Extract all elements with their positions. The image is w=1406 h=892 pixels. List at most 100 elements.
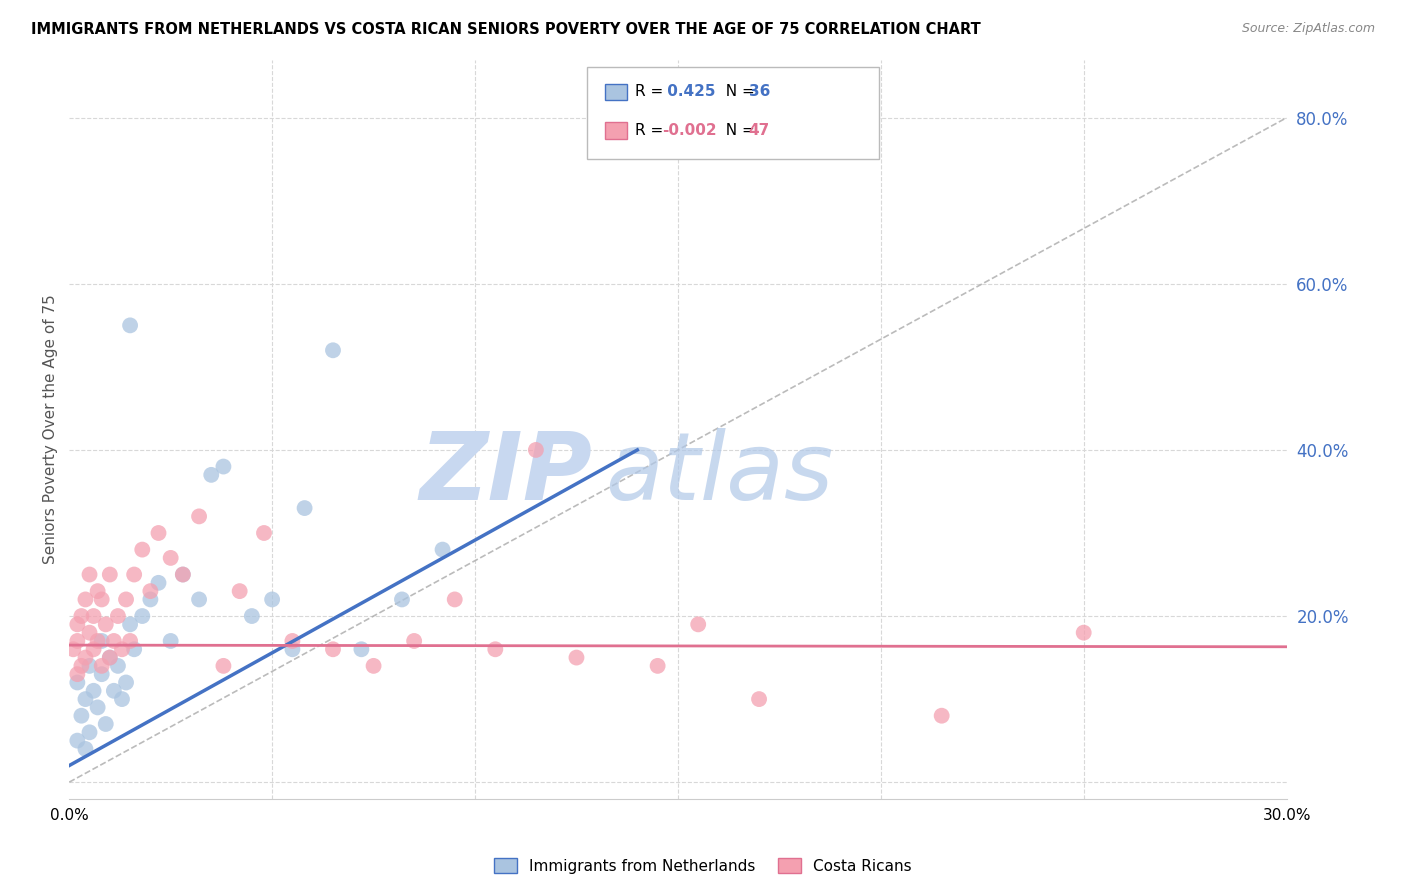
Point	[484, 642, 506, 657]
Point	[172, 567, 194, 582]
Point	[212, 459, 235, 474]
Point	[70, 658, 93, 673]
Point	[107, 609, 129, 624]
Text: 0.425: 0.425	[662, 84, 716, 99]
Point	[122, 567, 145, 582]
Point	[281, 634, 304, 648]
Point	[404, 634, 426, 648]
Text: 47: 47	[748, 123, 769, 138]
Point	[432, 542, 454, 557]
FancyBboxPatch shape	[605, 122, 627, 138]
Text: Source: ZipAtlas.com: Source: ZipAtlas.com	[1241, 22, 1375, 36]
Y-axis label: Seniors Poverty Over the Age of 75: Seniors Poverty Over the Age of 75	[44, 294, 58, 564]
Text: IMMIGRANTS FROM NETHERLANDS VS COSTA RICAN SENIORS POVERTY OVER THE AGE OF 75 CO: IMMIGRANTS FROM NETHERLANDS VS COSTA RIC…	[31, 22, 980, 37]
Point	[86, 584, 108, 599]
Point	[90, 634, 112, 648]
Point	[120, 318, 142, 333]
Point	[83, 683, 105, 698]
Point	[139, 584, 162, 599]
Point	[111, 692, 134, 706]
Point	[86, 700, 108, 714]
Point	[98, 650, 121, 665]
Point	[228, 584, 250, 599]
Point	[294, 501, 316, 516]
Point	[748, 692, 770, 706]
Point	[139, 592, 162, 607]
FancyBboxPatch shape	[586, 67, 879, 160]
Point	[83, 642, 105, 657]
Point	[122, 642, 145, 657]
Point	[98, 567, 121, 582]
Point	[443, 592, 465, 607]
Point	[322, 642, 344, 657]
Point	[188, 509, 211, 524]
Point	[90, 667, 112, 681]
Point	[86, 634, 108, 648]
Point	[70, 708, 93, 723]
Point	[66, 675, 89, 690]
Point	[83, 609, 105, 624]
Point	[240, 609, 263, 624]
Point	[120, 634, 142, 648]
Point	[363, 658, 385, 673]
Text: R =: R =	[636, 123, 668, 138]
Point	[70, 609, 93, 624]
Point	[90, 592, 112, 607]
Text: -0.002: -0.002	[662, 123, 717, 138]
Point	[391, 592, 413, 607]
Point	[90, 658, 112, 673]
Point	[79, 567, 101, 582]
Text: ZIP: ZIP	[420, 427, 593, 519]
Point	[79, 625, 101, 640]
Point	[79, 725, 101, 739]
Point	[75, 592, 97, 607]
Point	[188, 592, 211, 607]
Text: 36: 36	[748, 84, 770, 99]
Point	[66, 634, 89, 648]
Text: R =: R =	[636, 84, 668, 99]
Point	[647, 658, 669, 673]
Text: atlas: atlas	[605, 428, 834, 519]
Point	[94, 717, 117, 731]
Legend: Immigrants from Netherlands, Costa Ricans: Immigrants from Netherlands, Costa Rican…	[488, 852, 918, 880]
Point	[131, 609, 153, 624]
Point	[103, 634, 125, 648]
Point	[111, 642, 134, 657]
Point	[79, 658, 101, 673]
Point	[66, 733, 89, 747]
Point	[115, 592, 138, 607]
Point	[253, 526, 276, 541]
Point	[322, 343, 344, 358]
Point	[148, 526, 170, 541]
Point	[565, 650, 588, 665]
Point	[131, 542, 153, 557]
Point	[524, 442, 547, 457]
Point	[66, 667, 89, 681]
Point	[281, 642, 304, 657]
Point	[1073, 625, 1095, 640]
Point	[200, 467, 222, 482]
Point	[103, 683, 125, 698]
Text: N =: N =	[716, 123, 759, 138]
Point	[120, 617, 142, 632]
Point	[66, 617, 89, 632]
Point	[262, 592, 284, 607]
Point	[98, 650, 121, 665]
Point	[159, 550, 181, 565]
Point	[350, 642, 373, 657]
Text: N =: N =	[716, 84, 759, 99]
Point	[212, 658, 235, 673]
FancyBboxPatch shape	[605, 84, 627, 100]
Point	[62, 642, 84, 657]
Point	[148, 575, 170, 590]
Point	[159, 634, 181, 648]
Point	[931, 708, 953, 723]
Point	[94, 617, 117, 632]
Point	[75, 650, 97, 665]
Point	[172, 567, 194, 582]
Point	[75, 742, 97, 756]
Point	[688, 617, 710, 632]
Point	[107, 658, 129, 673]
Point	[115, 675, 138, 690]
Point	[75, 692, 97, 706]
